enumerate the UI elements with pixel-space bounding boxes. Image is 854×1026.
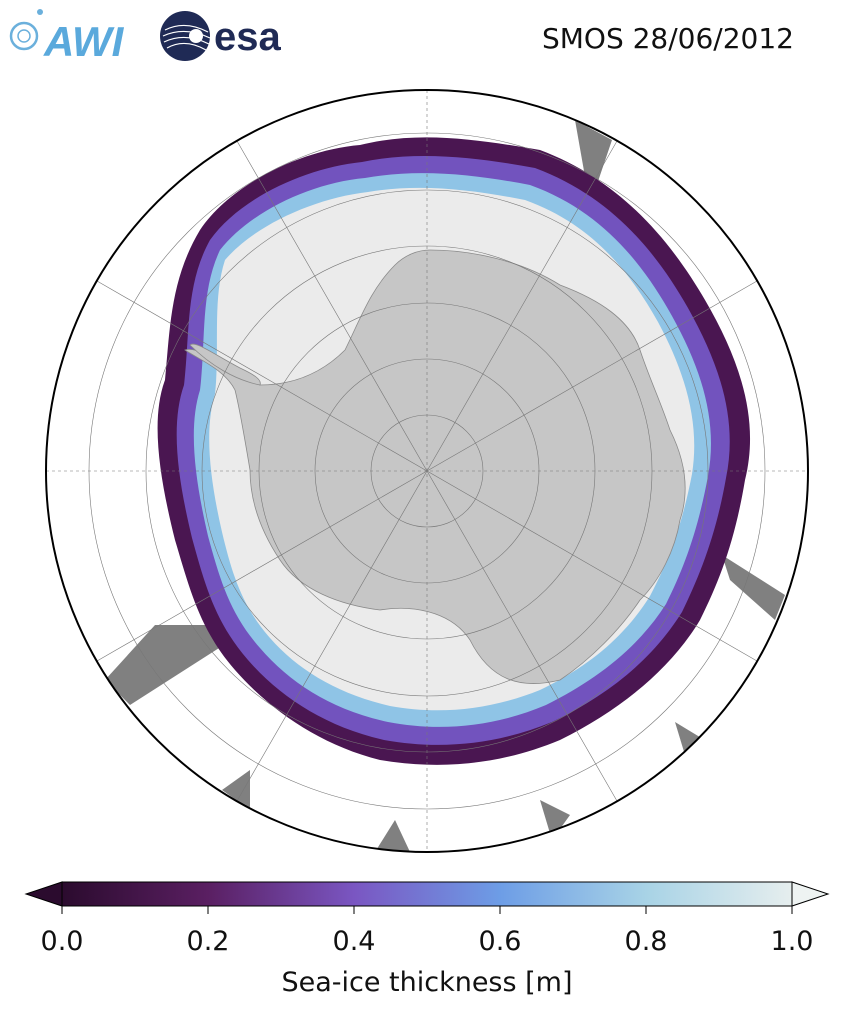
colorbar-gradient	[61, 881, 793, 907]
map	[45, 89, 809, 853]
antarctic-peninsula	[189, 343, 261, 386]
map-boundary	[45, 89, 809, 853]
esa-logo: esa	[160, 11, 281, 61]
awi-logo: AWI	[9, 9, 125, 65]
colorbar-tick-label: 0.2	[187, 926, 230, 957]
logos: AWI esa	[9, 9, 281, 65]
header: AWI esa SMOS 28/06/2012	[0, 0, 854, 80]
colorbar-tick-label: 0.0	[41, 926, 84, 957]
graticule	[46, 90, 808, 852]
colorbar-tick-label: 0.4	[333, 926, 376, 957]
map-title: SMOS 28/06/2012	[541, 22, 794, 55]
colorbar: 0.0 0.2 0.4 0.6 0.8 1.0 Sea-ice thickness [m]	[24, 881, 830, 998]
awi-logo-text: AWI	[43, 18, 125, 65]
colorbar-tick-label: 0.8	[625, 926, 668, 957]
colorbar-tick-label: 1.0	[771, 926, 814, 957]
esa-logo-text: esa	[214, 15, 281, 59]
colorbar-min-extension	[24, 881, 63, 907]
colorbar-ticks: 0.0 0.2 0.4 0.6 0.8 1.0	[41, 906, 814, 957]
colorbar-label: Sea-ice thickness [m]	[281, 967, 572, 998]
antarctica	[184, 249, 686, 684]
colorbar-max-extension	[791, 881, 830, 907]
colorbar-tick-label: 0.6	[479, 926, 522, 957]
